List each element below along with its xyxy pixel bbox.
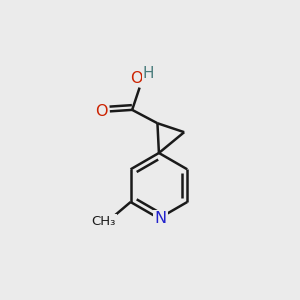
Text: O: O xyxy=(130,71,143,86)
Text: O: O xyxy=(95,104,107,119)
Text: H: H xyxy=(143,66,154,81)
Text: N: N xyxy=(154,211,167,226)
Text: CH₃: CH₃ xyxy=(92,215,116,228)
